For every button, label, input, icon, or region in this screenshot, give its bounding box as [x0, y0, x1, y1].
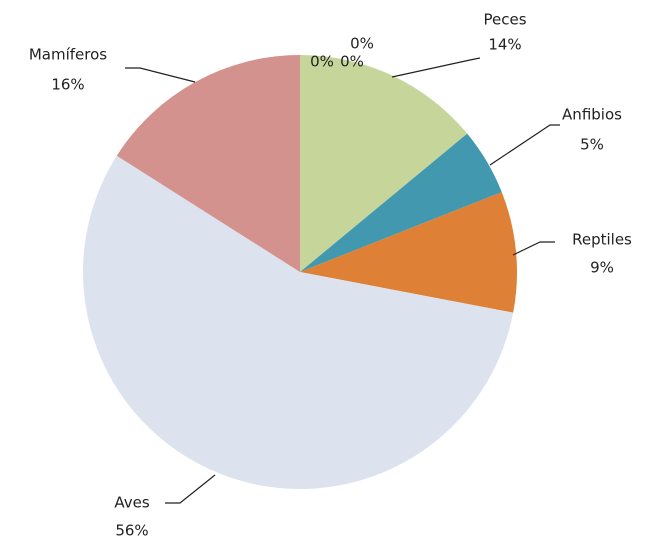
leader-line [489, 124, 560, 166]
category-label: Reptiles [572, 231, 632, 249]
leader-line [165, 474, 216, 504]
value-label: 9% [590, 259, 614, 277]
category-label: Peces [483, 11, 526, 29]
leader-line [125, 67, 196, 83]
value-label: 0% [310, 53, 334, 71]
value-label: 16% [51, 76, 84, 94]
value-label: 56% [115, 522, 148, 540]
category-label: Mamíferos [29, 46, 107, 64]
pie-slice [300, 192, 517, 313]
category-label: Anfibios [562, 106, 622, 124]
pie-slice [300, 133, 502, 272]
pie-slice [83, 155, 514, 489]
pie-slice [116, 55, 300, 272]
value-label: 0% [350, 35, 374, 53]
leader-line [391, 57, 481, 78]
value-label: 14% [488, 36, 521, 54]
category-label: Aves [114, 494, 149, 512]
pie-slice [300, 55, 468, 272]
value-label: 5% [580, 136, 604, 154]
leader-line [512, 241, 555, 256]
value-label: 0% [340, 53, 364, 71]
